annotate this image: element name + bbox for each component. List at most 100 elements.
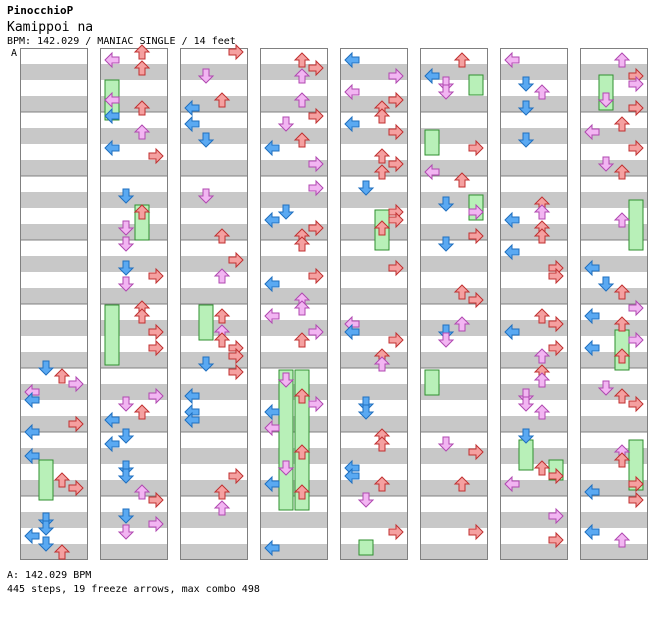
beat-stripe <box>500 384 568 400</box>
arrow-l <box>424 67 440 85</box>
arrow-u <box>373 436 391 452</box>
arrow-l <box>104 411 120 429</box>
beat-stripe <box>260 192 328 208</box>
beat-stripe <box>340 352 408 368</box>
arrow-l <box>584 483 600 501</box>
column-border <box>580 48 648 560</box>
freeze-arrow <box>518 439 534 471</box>
beat-stripe <box>340 448 408 464</box>
chart-stats: 445 steps, 19 freeze arrows, max combo 4… <box>7 584 260 595</box>
arrow-r <box>148 387 164 405</box>
freeze-arrow <box>198 304 214 341</box>
beat-stripe <box>420 320 488 336</box>
beat-stripe <box>340 192 408 208</box>
arrow-l <box>504 475 520 493</box>
arrow-u <box>213 308 231 324</box>
arrow-d <box>597 156 615 172</box>
beat-stripe <box>340 512 408 528</box>
arrow-r <box>388 67 404 85</box>
beat-stripe <box>20 544 88 560</box>
freeze-arrow <box>38 459 54 501</box>
beat-stripe <box>20 160 88 176</box>
arrow-u <box>533 204 551 220</box>
arrow-r <box>548 507 564 525</box>
arrow-d <box>117 236 135 252</box>
beat-stripe <box>340 224 408 240</box>
arrow-r <box>228 363 244 381</box>
beat-stripe <box>100 256 168 272</box>
arrow-u <box>133 204 151 220</box>
arrow-r <box>228 43 244 61</box>
beat-stripe <box>20 320 88 336</box>
arrow-l <box>344 51 360 69</box>
beat-stripe <box>500 416 568 432</box>
beat-stripe <box>260 96 328 112</box>
arrow-d <box>517 100 535 116</box>
arrow-r <box>548 267 564 285</box>
beat-stripe <box>180 288 248 304</box>
arrow-r <box>468 291 484 309</box>
arrow-u <box>613 348 631 364</box>
beat-stripe <box>420 256 488 272</box>
arrow-r <box>628 75 644 93</box>
arrow-l <box>584 339 600 357</box>
arrow-l <box>184 387 200 405</box>
arrow-r <box>468 523 484 541</box>
beat-stripe <box>260 384 328 400</box>
arrow-r <box>308 219 324 237</box>
freeze-arrow <box>104 304 120 366</box>
arrow-r <box>548 339 564 357</box>
arrow-l <box>344 115 360 133</box>
chart-meta: BPM: 142.029 / MANIAC SINGLE / 14 feet <box>7 36 236 47</box>
beat-stripe <box>20 224 88 240</box>
beat-stripe <box>20 256 88 272</box>
arrow-l <box>504 211 520 229</box>
arrow-r <box>628 475 644 493</box>
arrow-d <box>597 92 615 108</box>
arrow-r <box>628 395 644 413</box>
beat-stripe <box>20 352 88 368</box>
beat-stripe <box>100 544 168 560</box>
beat-stripe <box>580 320 648 336</box>
arrow-u <box>293 236 311 252</box>
beat-stripe <box>100 128 168 144</box>
arrow-l <box>264 475 280 493</box>
arrow-u <box>453 476 471 492</box>
arrow-r <box>228 251 244 269</box>
arrow-d <box>277 116 295 132</box>
freeze-arrow <box>468 74 484 96</box>
beat-stripe <box>500 352 568 368</box>
arrow-l <box>184 99 200 117</box>
arrow-d <box>117 468 135 484</box>
arrow-r <box>388 91 404 109</box>
arrow-l <box>344 323 360 341</box>
bpm-summary: A: 142.029 BPM <box>7 570 92 581</box>
arrow-d <box>437 196 455 212</box>
arrow-d <box>117 428 135 444</box>
arrow-d <box>277 460 295 476</box>
arrow-d <box>517 428 535 444</box>
arrow-l <box>264 211 280 229</box>
arrow-u <box>613 284 631 300</box>
beat-stripe <box>580 544 648 560</box>
arrow-d <box>437 332 455 348</box>
beat-stripe <box>500 192 568 208</box>
arrow-u <box>373 148 391 164</box>
arrow-r <box>148 147 164 165</box>
arrow-u <box>613 388 631 404</box>
arrow-l <box>104 91 120 109</box>
beat-stripe <box>20 128 88 144</box>
arrow-u <box>373 108 391 124</box>
arrow-u <box>373 356 391 372</box>
arrow-u <box>293 92 311 108</box>
arrow-l <box>24 391 40 409</box>
arrow-u <box>613 116 631 132</box>
arrow-r <box>308 107 324 125</box>
column-border <box>20 48 88 560</box>
beat-stripe <box>100 288 168 304</box>
beat-stripe <box>580 160 648 176</box>
beat-stripe <box>260 288 328 304</box>
arrow-l <box>264 275 280 293</box>
freeze-arrow <box>628 199 644 251</box>
arrow-r <box>468 139 484 157</box>
